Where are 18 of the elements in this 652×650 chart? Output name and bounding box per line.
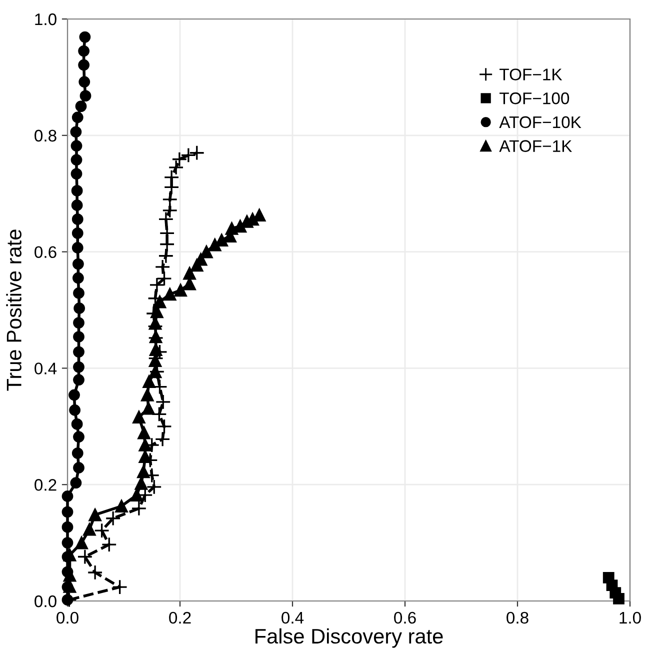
x-tick-label: 0.6 bbox=[394, 612, 416, 624]
y-tick-label: 0.2 bbox=[34, 479, 56, 491]
y-tick-label: 0.6 bbox=[34, 246, 56, 258]
x-tick-label: 0.0 bbox=[56, 612, 78, 624]
y-tick-label: 1.0 bbox=[35, 13, 56, 26]
x-tick-label: 0.8 bbox=[506, 612, 528, 624]
y-tick-label: 0.0 bbox=[34, 595, 56, 608]
legend-label: ATOF−1K bbox=[499, 140, 572, 152]
x-axis-title: False Discovery rate bbox=[256, 628, 443, 648]
legend-label: TOF−1K bbox=[500, 68, 562, 80]
x-tick-label: 0.4 bbox=[282, 612, 304, 624]
y-tick-label: 0.4 bbox=[34, 362, 57, 374]
y-axis-title: True Positive rate bbox=[6, 230, 22, 391]
x-tick-label: 0.2 bbox=[169, 612, 191, 624]
legend-label: ATOF−10K bbox=[499, 116, 582, 128]
legend-label: TOF−100 bbox=[500, 92, 570, 104]
x-tick-label: 1.0 bbox=[620, 612, 641, 624]
y-tick-label: 0.8 bbox=[34, 130, 56, 142]
